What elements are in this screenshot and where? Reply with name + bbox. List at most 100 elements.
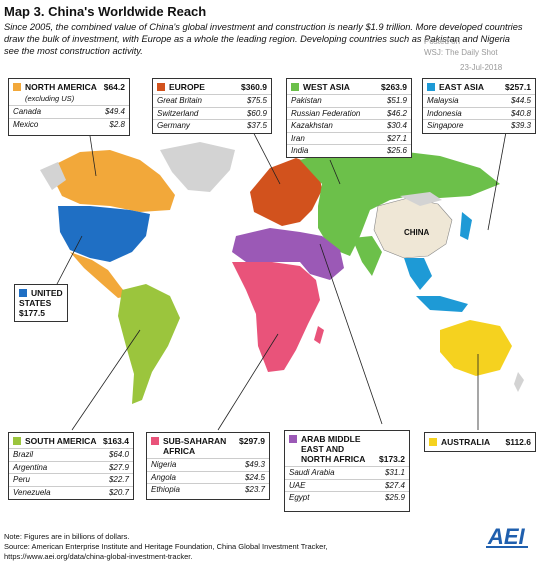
mongolia-shape xyxy=(400,192,442,206)
table-row: Indonesia $40.8 xyxy=(423,106,535,120)
europe-box: EUROPE $360.9 Great Britain $75.5 Switzerl… xyxy=(152,78,272,134)
sub-saharan-total: $297.9 xyxy=(239,436,265,446)
greenland-shape xyxy=(160,142,235,192)
north-america-sub: (excluding US) xyxy=(25,94,75,103)
note-line1: Note: Figures are in billions of dollars… xyxy=(4,532,130,541)
arab-total: $173.2 xyxy=(379,454,405,464)
table-row: Peru $22.7 xyxy=(9,473,133,486)
leader-north-america xyxy=(89,135,97,177)
leader-west-asia xyxy=(329,159,341,185)
table-row: Venezuela $20.7 xyxy=(9,485,133,499)
leader-united-states xyxy=(55,235,83,287)
europe-shape xyxy=(250,158,322,226)
east-asia-box: EAST ASIA $257.1 Malaysia $44.5 Indonesia $… xyxy=(422,78,536,134)
south-america-swatch xyxy=(13,437,21,445)
sub-saharan-name-2: AFRICA xyxy=(163,446,196,456)
watermark: Posted on WSJ: The Daily Shot xyxy=(424,36,498,58)
south-america-shape xyxy=(118,284,180,404)
leader-arab xyxy=(319,243,383,425)
west-asia-swatch xyxy=(291,83,299,91)
map-intro-text: Since 2005, the combined value of China'… xyxy=(4,22,523,56)
aei-logo-text: AEI xyxy=(487,524,526,549)
table-row: Canada $49.4 xyxy=(9,105,129,118)
mexico-shape xyxy=(70,252,128,298)
arab-box: ARAB MIDDLE EAST AND NORTH AFRICA $173.2 Sa… xyxy=(284,430,410,512)
australia-swatch xyxy=(429,438,437,446)
australia-name: AUSTRALIA xyxy=(441,437,491,447)
east-asia-total: $257.1 xyxy=(505,82,531,92)
south-america-box: SOUTH AMERICA $163.4 Brazil $64.0 Argentin… xyxy=(8,432,134,500)
table-row: Iran $27.1 xyxy=(287,131,411,145)
map-title: Map 3. China's Worldwide Reach xyxy=(4,4,207,19)
table-row: Pakistan $51.9 xyxy=(287,94,411,107)
europe-total: $360.9 xyxy=(241,82,267,92)
leader-east-asia xyxy=(487,131,507,231)
china-label: CHINA xyxy=(404,228,430,237)
sub-saharan-swatch xyxy=(151,437,159,445)
north-america-shape xyxy=(48,150,175,212)
arab-name-1: ARAB MIDDLE xyxy=(301,434,361,444)
north-america-box: NORTH AMERICA $64.2 (excluding US) Canada… xyxy=(8,78,130,136)
leader-sub-saharan xyxy=(217,333,279,431)
sub-saharan-shape xyxy=(232,262,320,372)
australia-box: AUSTRALIA $112.6 xyxy=(424,432,536,452)
arab-name-3: NORTH AFRICA xyxy=(301,454,366,464)
australia-shape xyxy=(440,320,512,376)
leader-south-america xyxy=(71,329,141,431)
arab-shape xyxy=(232,228,344,280)
east-asia-swatch xyxy=(427,83,435,91)
source-note: Note: Figures are in billions of dollars… xyxy=(4,532,328,562)
table-row: Ethiopia $23.7 xyxy=(147,483,269,496)
west-asia-box: WEST ASIA $263.9 Pakistan $51.9 Russian Fe… xyxy=(286,78,412,158)
table-row: Angola $24.5 xyxy=(147,470,269,484)
united-states-total: $177.5 xyxy=(19,308,45,318)
north-america-total: $64.2 xyxy=(103,82,125,92)
arab-swatch xyxy=(289,435,297,443)
arab-name-2: EAST AND xyxy=(301,444,345,454)
new-zealand-shape xyxy=(514,372,524,392)
europe-swatch xyxy=(157,83,165,91)
table-row: Argentina $27.9 xyxy=(9,460,133,474)
note-line3: https://www.aei.org/data/china-global-in… xyxy=(4,552,193,561)
table-row: Singapore $39.3 xyxy=(423,119,535,132)
sub-saharan-box: SUB-SAHARAN AFRICA $297.9 Nigeria $49.3 Ang… xyxy=(146,432,270,500)
southeast-asia-shape xyxy=(404,258,432,290)
united-states-name-2: STATES xyxy=(19,298,52,308)
north-america-name: NORTH AMERICA xyxy=(25,82,97,92)
north-america-swatch xyxy=(13,83,21,91)
south-america-name: SOUTH AMERICA xyxy=(25,436,97,446)
table-row: Germany $37.5 xyxy=(153,119,271,132)
table-row: Great Britain $75.5 xyxy=(153,94,271,107)
west-asia-total: $263.9 xyxy=(381,82,407,92)
europe-name: EUROPE xyxy=(169,82,205,92)
japan-shape xyxy=(460,212,472,240)
table-row: Saudi Arabia $31.1 xyxy=(285,466,409,479)
watermark-line1: Posted on xyxy=(424,37,461,46)
table-row: Russian Federation $46.2 xyxy=(287,106,411,120)
table-row: Brazil $64.0 xyxy=(9,448,133,461)
table-row: Switzerland $60.9 xyxy=(153,106,271,120)
south-america-total: $163.4 xyxy=(103,436,129,446)
united-states-swatch xyxy=(19,289,27,297)
india-shape xyxy=(352,236,382,276)
alaska-shape xyxy=(40,162,66,190)
sub-saharan-name-1: SUB-SAHARAN xyxy=(163,436,227,446)
table-row: Nigeria $49.3 xyxy=(147,458,269,471)
west-asia-shape xyxy=(300,148,500,256)
united-states-shape xyxy=(58,206,150,262)
note-line2: Source: American Enterprise Institute an… xyxy=(4,542,328,551)
australia-total: $112.6 xyxy=(505,437,531,447)
table-row: Kazakhstan $30.4 xyxy=(287,119,411,132)
table-row: Mexico $2.8 xyxy=(9,117,129,131)
united-states-name-1: UNITED xyxy=(31,288,63,298)
indonesia-shape xyxy=(416,296,468,312)
aei-logo: AEI xyxy=(486,524,528,549)
table-row: Egypt $25.9 xyxy=(285,491,409,504)
east-asia-name: EAST ASIA xyxy=(439,82,485,92)
united-states-box: UNITED STATES $177.5 xyxy=(14,284,68,322)
west-asia-name: WEST ASIA xyxy=(303,82,350,92)
watermark-line2: WSJ: The Daily Shot xyxy=(424,48,498,57)
watermark-date: 23-Jul-2018 xyxy=(460,63,503,72)
table-row: India $25.6 xyxy=(287,144,411,157)
